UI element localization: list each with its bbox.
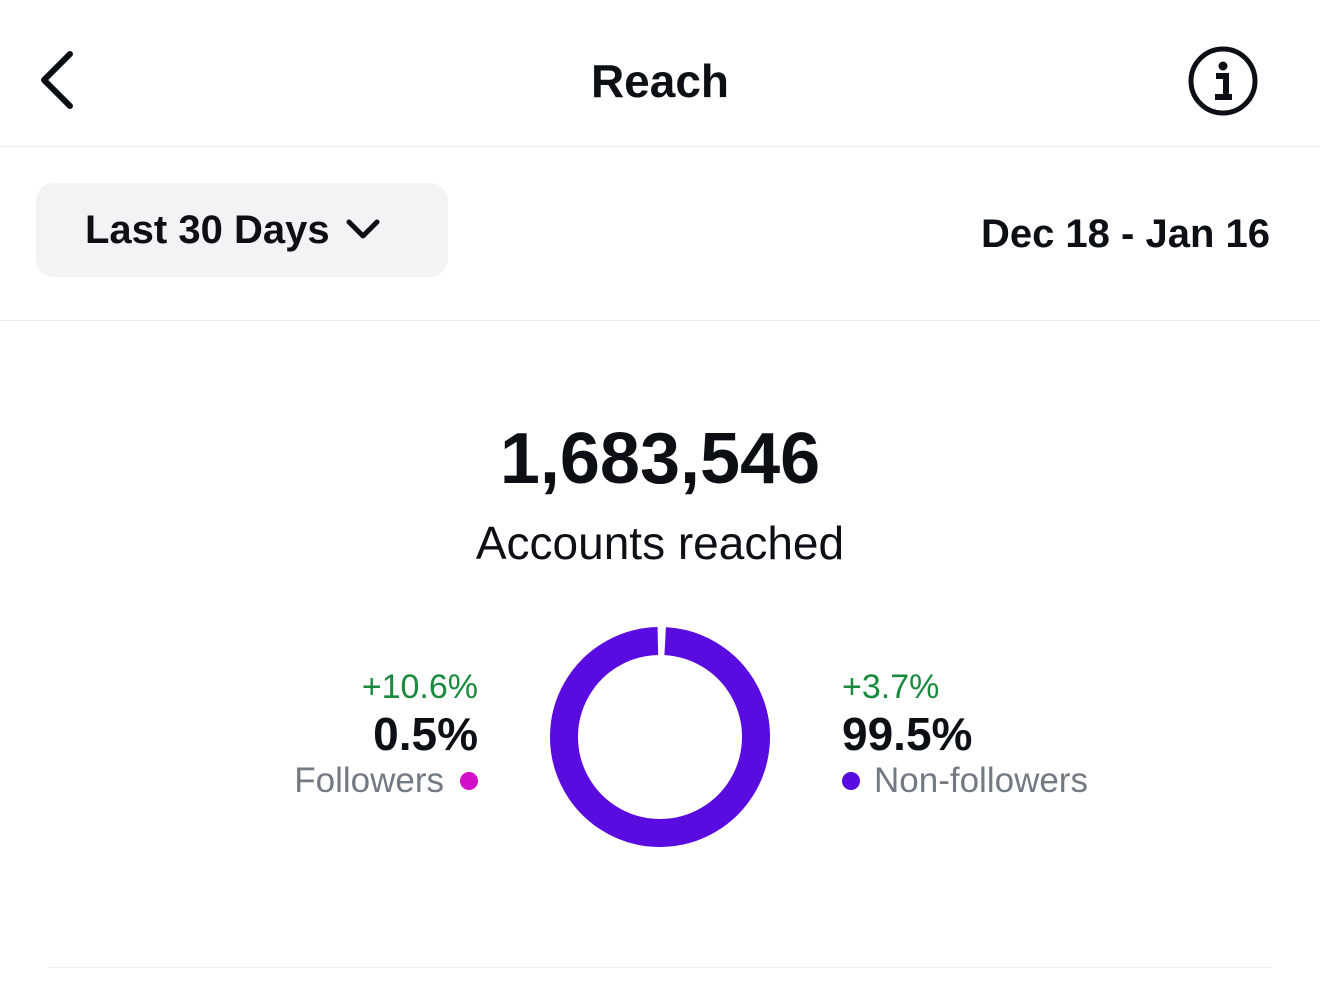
info-button[interactable]: [1186, 44, 1260, 118]
filter-bar: [0, 147, 1320, 321]
non-followers-percent: 99.5%: [842, 708, 973, 760]
accounts-reached-count: 1,683,546: [499, 419, 821, 499]
non-followers-stat: +3.7% 99.5% Non-followers: [842, 668, 1088, 801]
divider: [48, 967, 1272, 968]
accounts-reached-label: Accounts reached: [475, 517, 845, 569]
followers-label: Followers: [294, 761, 444, 800]
non-followers-change: +3.7%: [842, 668, 940, 706]
followers-stat: +10.6% 0.5% Followers: [294, 668, 478, 801]
chevron-left-icon: [41, 51, 73, 109]
non-followers-legend-dot: [842, 772, 860, 790]
date-range-text: Dec 18 - Jan 16: [980, 212, 1270, 256]
date-range-label: Last 30 Days: [85, 207, 330, 252]
followers-legend-dot: [460, 772, 478, 790]
back-button[interactable]: [36, 48, 80, 112]
donut-slice-non-followers: [550, 627, 770, 847]
chevron-down-icon: [346, 219, 380, 239]
date-range-dropdown[interactable]: Last 30 Days: [36, 183, 448, 277]
info-icon: [1188, 46, 1258, 116]
non-followers-label: Non-followers: [874, 761, 1088, 800]
followers-change: +10.6%: [361, 668, 478, 706]
reach-donut-chart: [550, 627, 770, 847]
page-title: Reach: [590, 55, 730, 107]
followers-percent: 0.5%: [373, 708, 478, 760]
top-bar: Reach: [0, 0, 1320, 147]
